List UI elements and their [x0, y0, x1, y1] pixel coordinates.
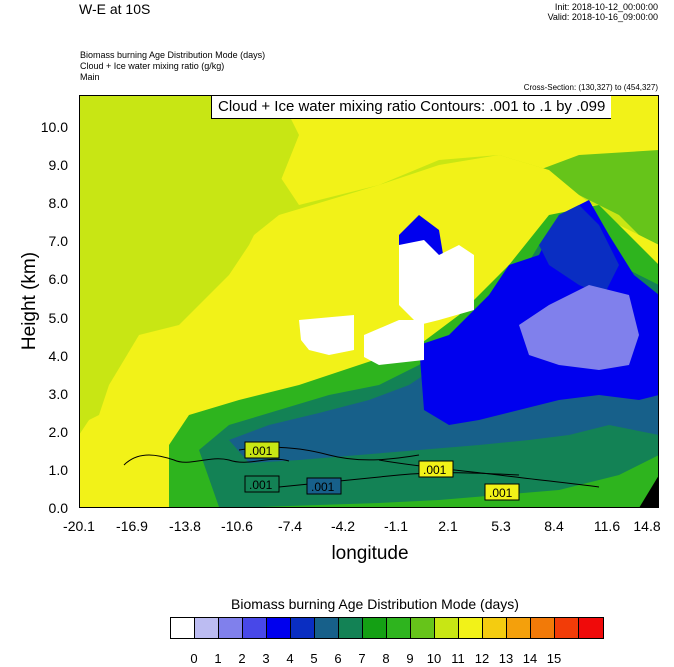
colorbar-label: 2: [238, 651, 246, 666]
colorbar-label: 9: [406, 651, 414, 666]
contour-label-box: [306, 477, 342, 495]
x-tick-label: -20.1: [63, 518, 95, 534]
contour-label-box: [244, 441, 280, 459]
colorbar-swatch: [387, 618, 411, 638]
variable-line-1: Biomass burning Age Distribution Mode (d…: [80, 50, 266, 60]
colorbar-label: 3: [262, 651, 270, 666]
region-dark-blob: [639, 475, 659, 508]
colorbar-label: 11: [451, 651, 465, 666]
colorbar-swatch: [531, 618, 555, 638]
y-tick-label: 2.0: [48, 424, 68, 440]
colorbar-label: 6: [334, 651, 342, 666]
x-tick-label: -7.4: [277, 518, 303, 534]
contour-label: .001: [423, 463, 447, 477]
valid-time: Valid: 2018-10-16_09:00:00: [547, 12, 658, 22]
colorbar-label: 12: [474, 651, 490, 666]
colorbar-label: 13: [498, 651, 514, 666]
y-tick-label: 9.0: [48, 157, 68, 173]
x-tick-label: -13.8: [169, 518, 201, 534]
colorbar-swatch: [555, 618, 579, 638]
y-axis-label: Height (km): [19, 251, 40, 351]
y-tick-label: 1.0: [48, 462, 68, 478]
init-time: Init: 2018-10-12_00:00:00: [554, 2, 658, 12]
colorbar-swatch: [411, 618, 435, 638]
contour-label: .001: [489, 486, 513, 500]
x-axis-label: longitude: [331, 543, 409, 564]
plot-frame: [79, 95, 659, 508]
colorbar-label: 10: [426, 651, 442, 666]
region-green-upper-right: [539, 150, 659, 245]
x-tick-label: 2.1: [438, 518, 458, 534]
variable-line-2: Cloud + Ice water mixing ratio (g/kg): [80, 61, 225, 71]
x-tick-label: -10.6: [221, 518, 253, 534]
variable-line-3: Main: [80, 72, 100, 82]
x-tick-label: 14.8: [633, 518, 661, 534]
colorbar-swatch: [435, 618, 459, 638]
x-tick-label: 8.4: [544, 518, 564, 534]
colorbar-swatch: [315, 618, 339, 638]
colorbar: [170, 617, 604, 639]
x-tick-label: 5.3: [491, 518, 511, 534]
contour-label-box: [418, 460, 454, 478]
cross-section-label: Cross-Section: (130,327) to (454,327): [523, 83, 658, 92]
plot-area: .001 .001 .001 .001 .001: [79, 95, 659, 508]
colorbar-title: Biomass burning Age Distribution Mode (d…: [231, 596, 519, 612]
colorbar-swatch: [483, 618, 507, 638]
colorbar-swatch: [243, 618, 267, 638]
region-yellow-top: [279, 95, 659, 205]
contour-info-box: Cloud + Ice water mixing ratio Contours:…: [211, 96, 612, 119]
cloud-white-3: [364, 320, 424, 365]
colorbar-label: 4: [286, 651, 294, 666]
cloud-white-1: [399, 240, 474, 325]
contour-label-box: [484, 483, 520, 501]
region-blue-upper: [539, 205, 619, 295]
colorbar-swatch: [363, 618, 387, 638]
cloud-white-2: [299, 315, 354, 355]
colorbar-label: 15: [546, 651, 562, 666]
colorbar-swatch: [507, 618, 531, 638]
colorbar-swatch: [339, 618, 363, 638]
contour-line-right: [378, 459, 600, 488]
contour-line-left: [123, 454, 290, 466]
colorbar-swatch: [267, 618, 291, 638]
colorbar-swatch: [171, 618, 195, 638]
x-tick-label: -1.1: [383, 518, 409, 534]
region-green-left: [79, 95, 299, 425]
y-tick-label: 0.0: [48, 500, 68, 516]
colorbar-label: 8: [382, 651, 390, 666]
contour-label: .001: [311, 480, 335, 494]
colorbar-swatch: [195, 618, 219, 638]
colorbar-swatch: [291, 618, 315, 638]
x-tick-label: -4.2: [330, 518, 356, 534]
y-tick-label: 10.0: [40, 119, 68, 135]
contour-label-box: [244, 475, 280, 493]
y-tick-label: 4.0: [48, 348, 68, 364]
x-tick-label: 11.6: [593, 518, 621, 534]
colorbar-swatch: [219, 618, 243, 638]
contour-label: .001: [249, 478, 273, 492]
main-title: W-E at 10S: [79, 1, 151, 17]
colorbar-label: 14: [522, 651, 538, 666]
heatmap-svg: .001 .001 .001 .001 .001: [79, 95, 659, 508]
colorbar-swatch: [459, 618, 483, 638]
x-tick-label: -16.9: [116, 518, 148, 534]
y-tick-label: 5.0: [48, 310, 68, 326]
y-tick-label: 7.0: [48, 233, 68, 249]
colorbar-label: 5: [310, 651, 318, 666]
region-lavender: [519, 285, 639, 370]
contour-label: .001: [249, 444, 273, 458]
colorbar-label: 7: [358, 651, 366, 666]
y-tick-label: 6.0: [48, 271, 68, 287]
colorbar-swatch: [579, 618, 603, 638]
colorbar-label: 1: [214, 651, 222, 666]
contour-labels: .001 .001 .001 .001 .001: [244, 441, 520, 501]
colorbar-label: 0: [190, 651, 198, 666]
y-tick-label: 3.0: [48, 386, 68, 402]
y-tick-label: 8.0: [48, 195, 68, 211]
